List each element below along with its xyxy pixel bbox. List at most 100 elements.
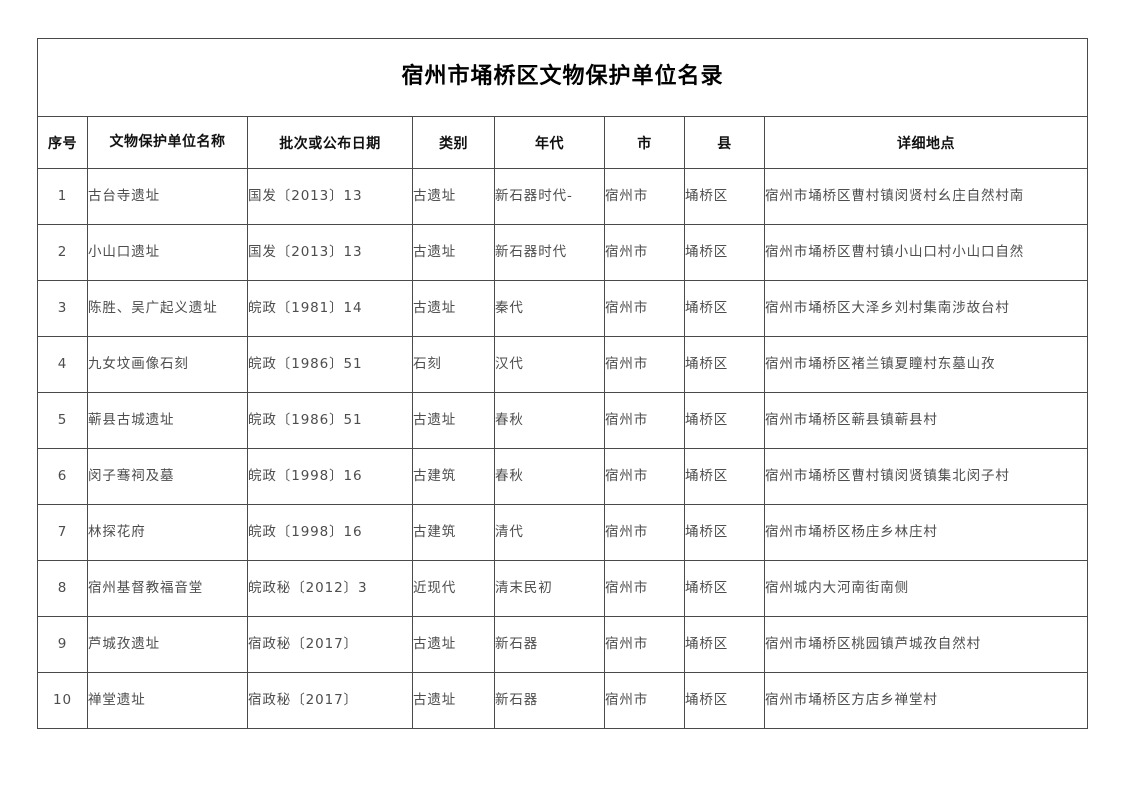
cell-era: 春秋 [494,392,605,449]
cell-name: 古台寺遗址 [87,168,248,225]
cell-index: 3 [37,280,88,337]
cell-index: 4 [37,336,88,393]
cell-address: 宿州市埇桥区桃园镇芦城孜自然村 [763,616,1089,673]
cell-index: 5 [37,392,88,449]
cell-city: 宿州市 [604,560,685,617]
cell-address: 宿州市埇桥区褚兰镇夏瞳村东墓山孜 [763,336,1089,393]
cell-index: 2 [37,224,88,281]
cell-address: 宿州市埇桥区方店乡禅堂村 [763,672,1089,729]
table-row: 4 九女坟画像石刻 皖政〔1986〕51 石刻 汉代 宿州市 埇桥区 宿州市埇桥… [37,336,1089,393]
cell-city: 宿州市 [604,672,685,729]
cell-index: 1 [37,168,88,225]
cell-index: 7 [37,504,88,561]
cell-era: 新石器时代- [494,168,605,225]
cell-county: 埇桥区 [684,560,765,617]
cell-era: 新石器 [494,672,605,729]
cell-batch: 皖政〔1986〕51 [247,336,413,393]
cell-index: 8 [37,560,88,617]
document-title-cell: 宿州市埇桥区文物保护单位名录 [36,38,1089,117]
cell-city: 宿州市 [604,448,685,505]
cell-address: 宿州市埇桥区曹村镇闵贤村幺庄自然村南 [763,168,1089,225]
table-row: 1 古台寺遗址 国发〔2013〕13 古遗址 新石器时代- 宿州市 埇桥区 宿州… [37,168,1089,225]
page-title: 宿州市埇桥区文物保护单位名录 [401,64,724,90]
cell-name: 林探花府 [87,504,248,561]
cell-county: 埇桥区 [684,224,765,281]
cell-address: 宿州城内大河南街南侧 [763,560,1089,617]
cell-name: 禅堂遗址 [87,672,248,729]
cell-era: 汉代 [494,336,605,393]
cell-category: 石刻 [412,336,495,393]
cell-county: 埇桥区 [684,448,765,505]
cell-category: 古遗址 [412,616,495,673]
cell-address: 宿州市埇桥区大泽乡刘村集南涉故台村 [763,280,1089,337]
column-header-name: 文物保护单位名称 [87,116,248,169]
cell-category: 古遗址 [412,392,495,449]
cell-index: 10 [37,672,88,729]
table-row: 5 蕲县古城遗址 皖政〔1986〕51 古遗址 春秋 宿州市 埇桥区 宿州市埇桥… [37,392,1089,449]
cell-address: 宿州市埇桥区杨庄乡林庄村 [763,504,1089,561]
cell-category: 古遗址 [412,224,495,281]
cell-address: 宿州市埇桥区曹村镇小山口村小山口自然 [763,224,1089,281]
table-row: 9 芦城孜遗址 宿政秘〔2017〕 古遗址 新石器 宿州市 埇桥区 宿州市埇桥区… [37,616,1089,673]
cell-name: 小山口遗址 [87,224,248,281]
cell-category: 古遗址 [412,280,495,337]
cell-city: 宿州市 [604,504,685,561]
cell-city: 宿州市 [604,224,685,281]
table-row: 6 闵子骞祠及墓 皖政〔1998〕16 古建筑 春秋 宿州市 埇桥区 宿州市埇桥… [37,448,1089,505]
cell-city: 宿州市 [604,280,685,337]
cell-batch: 皖政〔1998〕16 [247,448,413,505]
column-header-batch: 批次或公布日期 [247,116,413,169]
cell-category: 近现代 [412,560,495,617]
cell-category: 古遗址 [412,168,495,225]
cell-county: 埇桥区 [684,392,765,449]
cell-county: 埇桥区 [684,280,765,337]
column-header-era: 年代 [494,116,605,169]
column-header-address: 详细地点 [763,116,1089,169]
column-header-county: 县 [684,116,765,169]
table-row: 10 禅堂遗址 宿政秘〔2017〕 古遗址 新石器 宿州市 埇桥区 宿州市埇桥区… [37,672,1089,729]
cell-category: 古建筑 [412,504,495,561]
cell-name: 芦城孜遗址 [87,616,248,673]
cell-index: 6 [37,448,88,505]
cell-county: 埇桥区 [684,616,765,673]
cell-name: 陈胜、吴广起义遗址 [87,280,248,337]
title-row: 宿州市埇桥区文物保护单位名录 [36,38,1089,117]
table-row: 3 陈胜、吴广起义遗址 皖政〔1981〕14 古遗址 秦代 宿州市 埇桥区 宿州… [37,280,1089,337]
cell-batch: 皖政〔1998〕16 [247,504,413,561]
cell-era: 春秋 [494,448,605,505]
cell-era: 清代 [494,504,605,561]
column-header-category: 类别 [412,116,495,169]
table-row: 8 宿州基督教福音堂 皖政秘〔2012〕3 近现代 清末民初 宿州市 埇桥区 宿… [37,560,1089,617]
cell-batch: 国发〔2013〕13 [247,224,413,281]
cell-era: 新石器时代 [494,224,605,281]
cell-index: 9 [37,616,88,673]
cell-city: 宿州市 [604,616,685,673]
cell-category: 古建筑 [412,448,495,505]
cell-batch: 皖政〔1986〕51 [247,392,413,449]
table-header-row: 序号 文物保护单位名称 批次或公布日期 类别 年代 市 县 详细地点 [37,116,1089,169]
cell-city: 宿州市 [604,336,685,393]
heritage-protection-units-table: 宿州市埇桥区文物保护单位名录 序号 文物保护单位名称 批次或公布日期 类别 年代… [36,38,1089,729]
cell-batch: 国发〔2013〕13 [247,168,413,225]
table-row: 2 小山口遗址 国发〔2013〕13 古遗址 新石器时代 宿州市 埇桥区 宿州市… [37,224,1089,281]
cell-city: 宿州市 [604,168,685,225]
cell-county: 埇桥区 [684,672,765,729]
cell-era: 秦代 [494,280,605,337]
cell-address: 宿州市埇桥区蕲县镇蕲县村 [763,392,1089,449]
cell-name: 蕲县古城遗址 [87,392,248,449]
cell-category: 古遗址 [412,672,495,729]
column-header-index: 序号 [37,116,88,169]
cell-county: 埇桥区 [684,168,765,225]
column-header-city: 市 [604,116,685,169]
cell-batch: 宿政秘〔2017〕 [247,672,413,729]
cell-batch: 宿政秘〔2017〕 [247,616,413,673]
cell-era: 新石器 [494,616,605,673]
cell-name: 闵子骞祠及墓 [87,448,248,505]
cell-city: 宿州市 [604,392,685,449]
cell-era: 清末民初 [494,560,605,617]
cell-batch: 皖政〔1981〕14 [247,280,413,337]
cell-batch: 皖政秘〔2012〕3 [247,560,413,617]
cell-name: 九女坟画像石刻 [87,336,248,393]
cell-address: 宿州市埇桥区曹村镇闵贤镇集北闵子村 [763,448,1089,505]
